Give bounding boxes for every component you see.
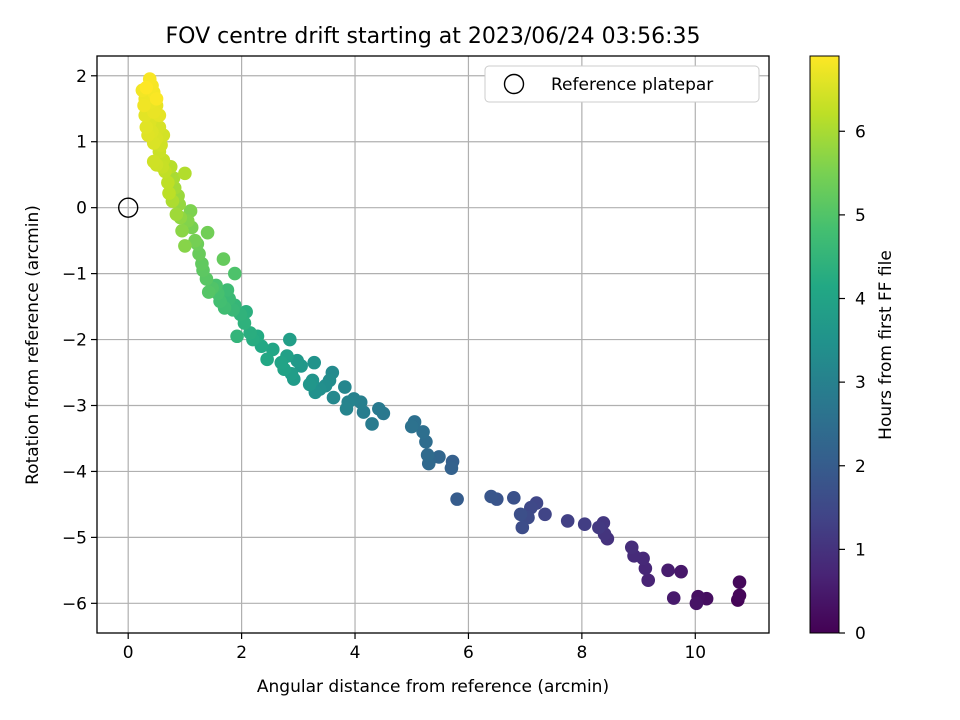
y-axis: −6 −5 −4 −3 −2 −1 0 1 2	[62, 67, 97, 614]
reference-platepar-marker	[117, 197, 139, 218]
colorbar-tick-label: 3	[855, 373, 866, 393]
x-axis-label: Angular distance from reference (arcmin)	[257, 677, 609, 697]
scatter-point	[450, 492, 464, 506]
colorbar-tick-label: 1	[855, 540, 866, 560]
legend-label: Reference platepar	[551, 75, 713, 95]
scatter-point	[139, 120, 154, 135]
scatter-point	[689, 596, 704, 611]
scatter-point	[175, 223, 189, 238]
scatter-point	[178, 239, 192, 253]
scatter-point	[302, 377, 317, 392]
legend: Reference platepar	[484, 65, 760, 103]
scatter-point	[201, 285, 216, 299]
scatter-point	[149, 92, 164, 106]
scatter-points	[135, 72, 747, 611]
y-tick-label: 2	[76, 67, 87, 87]
x-tick-label: 10	[684, 643, 706, 663]
scatter-point	[290, 353, 304, 368]
y-tick-label: −5	[62, 528, 87, 548]
y-tick-label: −6	[62, 594, 87, 614]
scatter-point	[283, 332, 297, 347]
colorbar-gradient	[809, 55, 840, 634]
y-tick-label: 0	[76, 199, 87, 219]
scatter-point	[674, 564, 688, 579]
scatter-point	[661, 563, 675, 578]
scatter-point	[416, 425, 430, 439]
scatter-point	[188, 233, 202, 248]
scatter-point	[161, 175, 175, 190]
scatter-point	[230, 329, 244, 344]
y-tick-label: −2	[62, 331, 87, 351]
scatter-point	[200, 225, 215, 240]
scatter-point	[228, 266, 242, 281]
scatter-point	[365, 417, 379, 431]
x-tick-label: 2	[236, 643, 247, 663]
colorbar: 0 1 2 3 4 5 6 Hours from first FF file	[809, 55, 896, 644]
scatter-point	[732, 588, 747, 603]
colorbar-ticks: 0 1 2 3 4 5 6	[839, 122, 866, 644]
scatter-point	[169, 207, 184, 222]
scatter-point	[732, 575, 747, 590]
scatter-point	[274, 355, 289, 370]
scatter-point	[444, 461, 459, 475]
scatter-point	[216, 252, 231, 266]
scatter-point	[641, 573, 656, 588]
scatter-point	[484, 489, 498, 504]
y-axis-label: Rotation from reference (arcmin)	[23, 205, 43, 485]
x-tick-label: 8	[576, 643, 587, 663]
y-tick-label: −4	[62, 462, 87, 482]
gridlines	[97, 56, 769, 633]
x-tick-label: 4	[350, 643, 361, 663]
scatter-point	[624, 540, 639, 555]
scatter-point	[592, 520, 606, 535]
scatter-point	[243, 326, 257, 340]
scatter-point	[372, 401, 386, 416]
scatter-point	[507, 491, 521, 505]
scatter-point	[265, 342, 280, 357]
x-tick-label: 0	[123, 643, 134, 663]
colorbar-tick-label: 2	[855, 457, 866, 477]
scatter-point	[339, 401, 354, 416]
scatter-point	[146, 154, 161, 169]
colorbar-tick-label: 4	[855, 290, 866, 310]
scatter-point	[666, 591, 681, 605]
scatter-point	[404, 419, 419, 434]
legend-box	[484, 65, 760, 103]
x-tick-label: 6	[463, 643, 474, 663]
colorbar-label: Hours from first FF file	[876, 250, 896, 440]
x-axis: 0 2 4 6 8 10	[123, 633, 706, 663]
colorbar-tick-label: 0	[855, 624, 866, 644]
scatter-point	[178, 166, 192, 181]
scatter-point	[326, 390, 341, 405]
y-tick-label: −1	[62, 265, 87, 285]
scatter-point	[515, 520, 530, 535]
scatter-point	[538, 507, 552, 522]
scatter-point	[420, 448, 435, 462]
legend-marker-icon	[503, 73, 525, 95]
y-tick-label: 1	[76, 133, 87, 153]
scatter-point	[513, 507, 528, 522]
scatter-point	[560, 514, 575, 528]
plot-frame	[96, 55, 770, 634]
colorbar-tick-label: 5	[855, 206, 866, 226]
scatter-point	[307, 355, 321, 370]
colorbar-tick-label: 6	[855, 122, 866, 142]
scatter-point	[137, 98, 151, 113]
chart-title: FOV centre drift starting at 2023/06/24 …	[166, 24, 701, 49]
y-tick-label: −3	[62, 396, 87, 416]
scatter-point	[338, 380, 352, 394]
scatter-point	[162, 186, 176, 200]
scatter-point	[139, 80, 154, 95]
scatter-point	[577, 517, 592, 531]
scatter-point	[260, 352, 274, 367]
